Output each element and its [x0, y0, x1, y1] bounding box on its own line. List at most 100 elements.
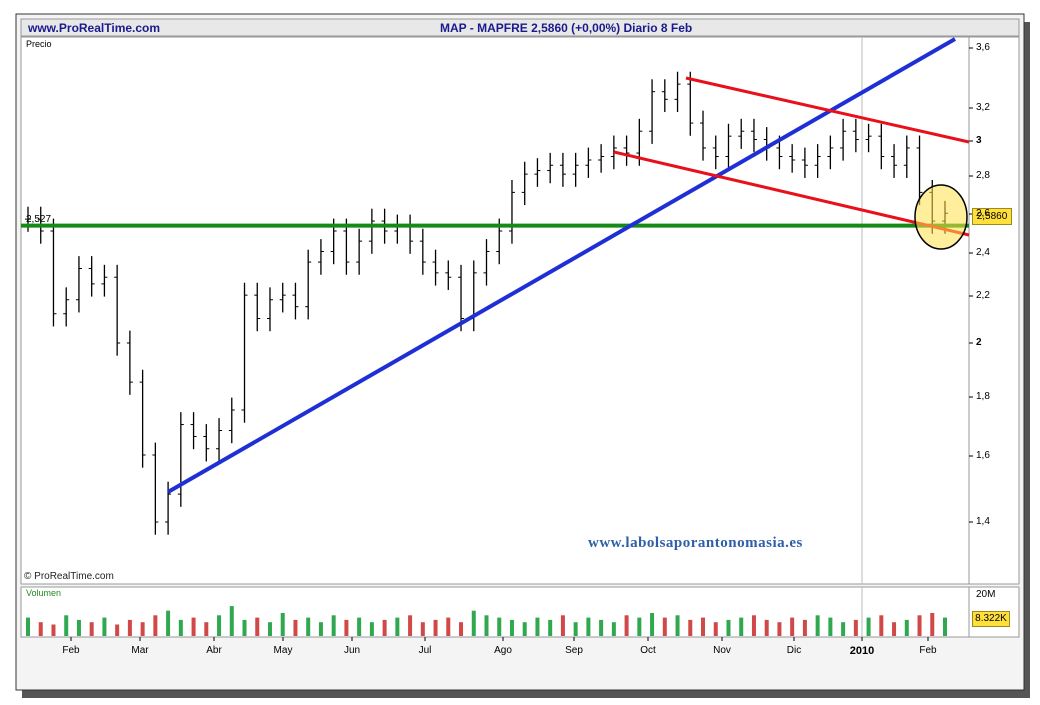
volume-bar	[713, 622, 718, 636]
y-tick-label: 1,8	[976, 391, 990, 402]
x-tick-label: Feb	[62, 645, 80, 656]
volume-bar	[802, 619, 807, 636]
volume-bar	[688, 619, 693, 636]
volume-bar	[866, 617, 871, 636]
volume-panel	[20, 586, 970, 638]
volume-bar	[64, 615, 69, 636]
highlight-circle	[914, 184, 968, 250]
x-tick-label: May	[273, 645, 293, 656]
volume-bar	[280, 613, 285, 636]
volume-bar	[586, 617, 591, 636]
y-tick-label: 2,2	[976, 290, 990, 301]
volume-bar	[943, 617, 947, 636]
volume-bar	[204, 622, 209, 636]
y-tick-label: 1,4	[976, 516, 990, 527]
volume-bar	[26, 617, 30, 636]
volume-bar	[637, 617, 642, 636]
volume-bar	[599, 619, 604, 636]
volume-bar	[382, 619, 387, 636]
volume-bar	[395, 617, 400, 636]
channel-upper-line	[685, 76, 970, 144]
volume-bar	[930, 613, 935, 636]
volume-bar	[242, 619, 247, 636]
y-tick-label: 2,6	[976, 208, 990, 219]
volume-panel-label: Volumen	[26, 588, 62, 598]
volume-bar	[701, 617, 706, 636]
uptrend-line	[167, 37, 956, 494]
volume-bars	[26, 606, 947, 636]
volume-bar	[89, 622, 94, 636]
price-panel	[20, 36, 970, 585]
x-tick-label: Oct	[640, 645, 656, 656]
x-tick-label: Sep	[565, 645, 583, 656]
y-tick-label: 3	[976, 135, 982, 146]
volume-bar	[535, 617, 540, 636]
volume-bar	[255, 617, 260, 636]
volume-bar	[662, 617, 667, 636]
watermark[interactable]: www.labolsaporantonomasia.es	[588, 535, 803, 551]
volume-bar	[102, 617, 107, 636]
volume-bar	[739, 617, 744, 636]
volume-bar	[764, 619, 769, 636]
volume-bar	[420, 622, 425, 636]
x-tick-label: Dic	[786, 645, 802, 656]
volume-bar	[38, 622, 43, 636]
channel-lower-line	[613, 150, 970, 237]
volume-bar	[892, 622, 897, 636]
volume-bar	[267, 622, 272, 636]
volume-bar	[790, 617, 795, 636]
volume-bar	[140, 622, 145, 636]
volume-bar	[522, 622, 527, 636]
volume-bar	[306, 617, 311, 636]
volume-bar	[446, 617, 451, 636]
x-tick-label: Nov	[713, 645, 731, 656]
volume-bar	[650, 613, 655, 636]
volume-bar	[459, 622, 464, 636]
x-tick-label: Ago	[494, 645, 512, 656]
volume-bar	[229, 606, 234, 636]
volume-bar	[76, 619, 81, 636]
volume-bar	[153, 615, 158, 636]
volume-bar	[853, 619, 858, 636]
volume-bar	[357, 617, 362, 636]
x-tick-label: Feb	[919, 645, 937, 656]
site-title[interactable]: www.ProRealTime.com	[28, 21, 161, 35]
volume-bar	[509, 619, 514, 636]
price-panel-label: Precio	[26, 39, 52, 49]
x-tick-label: Jun	[343, 645, 361, 656]
volume-bar	[624, 615, 629, 636]
volume-bar	[611, 622, 616, 636]
y-tick-label: 2,8	[976, 170, 990, 181]
volume-bar	[548, 619, 553, 636]
volume-bar	[573, 622, 578, 636]
volume-bar	[815, 615, 820, 636]
volume-axis-label: 20M	[976, 589, 996, 600]
volume-bar	[751, 615, 756, 636]
x-tick-label: Mar	[131, 645, 149, 656]
y-tick-label: 3,6	[976, 42, 990, 53]
x-tick-label: 2010	[849, 645, 875, 657]
volume-bar	[127, 619, 132, 636]
y-tick-label: 2,4	[976, 247, 990, 258]
copyright: © ProRealTime.com	[24, 571, 114, 582]
volume-bar	[293, 619, 298, 636]
volume-bar	[777, 622, 782, 636]
volume-bar	[675, 615, 680, 636]
y-tick-label: 1,6	[976, 450, 990, 461]
volume-bar	[726, 619, 731, 636]
y-tick-label: 3,2	[976, 102, 990, 113]
reference-level-label: 2,527	[26, 214, 52, 225]
y-tick-label: 2	[976, 337, 982, 348]
last-price-box: 2,5860	[972, 208, 1012, 225]
x-axis-ticks	[70, 637, 929, 641]
chart-title: MAP - MAPFRE 2,5860 (+0,00%) Diario 8 Fe…	[440, 21, 693, 35]
volume-bar	[560, 615, 565, 636]
volume-bar	[904, 619, 909, 636]
volume-bar	[484, 615, 489, 636]
volume-bar	[191, 617, 196, 636]
volume-bar	[497, 617, 502, 636]
volume-bar	[471, 610, 476, 636]
x-tick-label: Jul	[418, 645, 432, 656]
volume-bar	[115, 624, 120, 636]
